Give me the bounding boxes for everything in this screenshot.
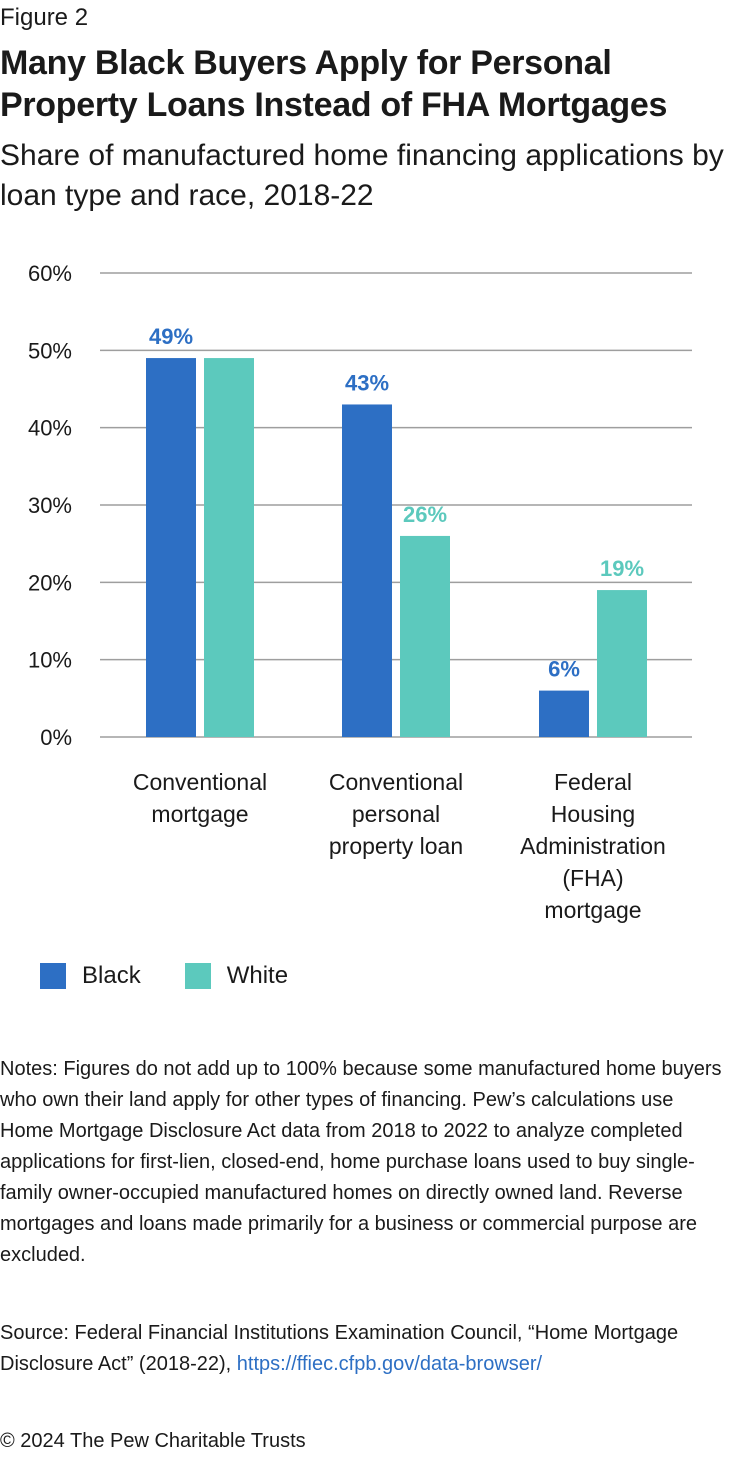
x-category-label-line: property loan: [329, 833, 463, 859]
x-category-label-line: personal: [352, 801, 440, 827]
data-label-white-1: 26%: [403, 502, 447, 527]
x-category-label: Conventional mortgage: [133, 769, 267, 827]
legend-swatch-black: [40, 963, 66, 989]
y-tick-label: 50%: [28, 338, 72, 363]
chart-title: Many Black Buyers Apply for Personal Pro…: [0, 44, 668, 124]
x-category-label-line: mortgage: [544, 897, 641, 923]
legend-label-white: White: [226, 962, 289, 989]
x-category-label: Federal Housing Administration (FHA) mortgag…: [520, 769, 666, 923]
copyright: © 2024 The Pew Charitable Trusts: [0, 1430, 306, 1452]
y-tick-label: 20%: [28, 570, 72, 595]
x-category-label-line: Conventional: [329, 769, 463, 795]
source-block: Source: Federal Financial Institutions E…: [0, 1318, 732, 1380]
x-category-label-line: Conventional: [133, 769, 267, 795]
bar-black-2: [539, 690, 589, 737]
y-tick-label: 60%: [28, 261, 72, 286]
data-label-black-2: 6%: [548, 657, 580, 682]
chart-legend: Black White: [40, 962, 332, 990]
bar-chart: 0% 10% 20% 30% 40% 50% 60% 49% 43% 6% 26% 19% Conven…: [28, 261, 692, 923]
x-category-label-line: mortgage: [151, 801, 248, 827]
x-category-label-line: (FHA): [562, 865, 623, 891]
bar-black-0: [146, 358, 196, 737]
legend-label-black: Black: [82, 962, 141, 989]
notes-text: Notes: Figures do not add up to 100% bec…: [0, 1058, 722, 1266]
data-label-black-0: 49%: [149, 324, 193, 349]
figure-label: Figure 2: [0, 4, 89, 31]
legend-item-black: Black: [40, 962, 141, 990]
source-link[interactable]: https://ffiec.cfpb.gov/data-browser/: [236, 1353, 543, 1375]
legend-item-white: White: [184, 962, 289, 990]
data-label-black-1: 43%: [345, 370, 389, 395]
y-tick-label: 10%: [28, 648, 72, 673]
data-label-white-2: 19%: [600, 556, 644, 581]
y-tick-label: 0%: [40, 725, 72, 750]
x-category-label-line: Housing: [551, 801, 635, 827]
x-category-label-line: Administration: [520, 833, 666, 859]
y-tick-label: 30%: [28, 493, 72, 518]
x-category-label-line: Federal: [554, 769, 632, 795]
source-text: Source: Federal Financial Institutions E…: [0, 1322, 679, 1375]
bar-white-1: [400, 535, 450, 737]
bar-white-0: [204, 358, 254, 737]
y-tick-label: 40%: [28, 416, 72, 441]
legend-swatch-white: [184, 963, 211, 989]
chart-subtitle: Share of manufactured home financing app…: [0, 139, 724, 212]
bar-black-1: [342, 404, 392, 737]
x-category-label: Conventional personal property loan: [329, 769, 463, 859]
bar-white-2: [597, 590, 647, 737]
